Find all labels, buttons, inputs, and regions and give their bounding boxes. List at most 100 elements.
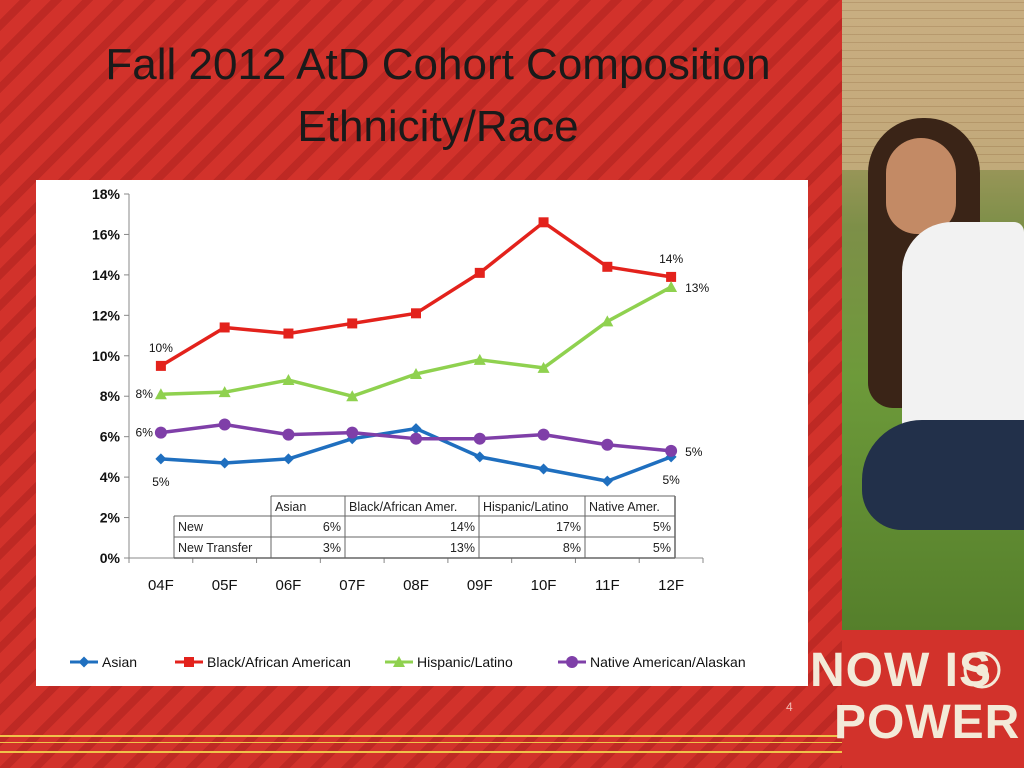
legend-label: Native American/Alaskan (590, 654, 746, 670)
data-label: 13% (685, 281, 709, 295)
y-tick-label: 12% (92, 307, 121, 323)
legend-item: Asian (70, 654, 137, 670)
y-tick-label: 8% (100, 388, 121, 404)
table-cell: 6% (323, 520, 341, 534)
series-line (160, 285, 672, 398)
now-is-power-logo: NOW IS POWER (810, 640, 1019, 760)
table-cell: 8% (563, 541, 581, 555)
data-label: 8% (136, 387, 154, 401)
student-photo (842, 0, 1024, 630)
table-cell: 3% (323, 541, 341, 555)
sun-icon (963, 651, 1001, 689)
data-label: 14% (659, 252, 683, 266)
data-point (538, 463, 550, 475)
legend-item: Hispanic/Latino (385, 654, 513, 670)
annotations: 10% 8% 6% 5% 14% 13% 5% 5% (136, 252, 710, 489)
legend-item: Native American/Alaskan (558, 654, 746, 670)
data-point (665, 444, 678, 457)
y-tick-label: 2% (100, 510, 121, 526)
data-point (219, 457, 231, 469)
table-cell: 14% (450, 520, 475, 534)
table-header: Native Amer. (589, 500, 660, 514)
data-point (665, 281, 678, 293)
x-axis: 04F 05F 06F 07F 08F 09F 10F 11F 12F (128, 557, 704, 594)
series-3 (154, 418, 678, 457)
data-point (473, 353, 486, 365)
data-point (218, 418, 231, 431)
x-tick-label: 11F (595, 577, 620, 594)
x-tick-label: 05F (212, 577, 238, 594)
page-number: 4 (786, 700, 793, 714)
data-point (410, 432, 422, 445)
data-point (154, 426, 167, 439)
data-label: 5% (152, 475, 170, 489)
title-line-2: Ethnicity/Race (297, 102, 579, 151)
series-0 (155, 423, 677, 487)
logo-line-1: NOW IS (810, 644, 992, 697)
y-tick-label: 0% (100, 550, 121, 566)
table-cell: 5% (653, 520, 671, 534)
data-label: 10% (149, 341, 173, 355)
data-point (473, 432, 486, 445)
data-point (538, 217, 549, 228)
line-chart: 0% 2% 4% 6% 8% 10% 12% 14% 16% 18% 04F 05F 06F 07F 08… (70, 186, 746, 670)
data-point (537, 428, 550, 441)
table-row-label: New (178, 520, 204, 534)
data-point (666, 271, 677, 282)
legend: Asian Black/African American Hispanic/Lati… (70, 654, 746, 670)
y-tick-label: 14% (92, 267, 121, 283)
data-point (155, 453, 167, 465)
title-line-1: Fall 2012 AtD Cohort Composition (105, 40, 771, 89)
x-tick-label: 04F (148, 577, 174, 594)
data-point (282, 428, 295, 441)
legend-label: Asian (102, 654, 137, 670)
series-line (159, 220, 672, 368)
y-tick-label: 6% (100, 429, 121, 445)
data-point (282, 374, 295, 386)
table-row-label: New Transfer (178, 541, 252, 555)
legend-marker (78, 656, 90, 668)
x-tick-label: 09F (467, 577, 493, 594)
table-header: Asian (275, 500, 306, 514)
chart-container: 0% 2% 4% 6% 8% 10% 12% 14% 16% 18% 04F 05F 06F 07F 08… (36, 180, 808, 686)
data-point (218, 386, 231, 398)
legend-label: Hispanic/Latino (417, 654, 513, 670)
data-label: 5% (662, 473, 680, 487)
data-point (411, 308, 421, 319)
table-header: Hispanic/Latino (483, 500, 569, 514)
y-tick-label: 10% (92, 348, 121, 364)
data-point (410, 423, 422, 435)
data-label: 6% (136, 426, 154, 440)
data-point (601, 438, 614, 451)
series-2 (154, 281, 678, 402)
legend-marker (393, 656, 405, 667)
y-tick-label: 18% (92, 186, 121, 202)
table-header: Black/African Amer. (349, 500, 457, 514)
data-point (346, 390, 359, 402)
y-axis: 0% 2% 4% 6% 8% 10% 12% 14% 16% 18% (92, 186, 130, 566)
data-point (601, 315, 614, 327)
x-tick-label: 10F (531, 577, 557, 594)
decorative-lines (0, 735, 842, 753)
legend-marker (566, 656, 578, 668)
slide-title: Fall 2012 AtD Cohort Composition Ethnici… (20, 34, 856, 158)
data-label: 5% (685, 445, 703, 459)
data-point (474, 267, 485, 278)
data-point (347, 318, 358, 329)
legend-marker (184, 657, 194, 667)
data-point (474, 451, 486, 463)
data-point (282, 453, 294, 465)
data-point (601, 475, 613, 487)
legend-item: Black/African American (175, 654, 351, 670)
data-table: Asian Black/African Amer. Hispanic/Latino N… (173, 495, 676, 559)
data-point (219, 322, 230, 333)
x-tick-label: 07F (339, 577, 365, 594)
series-1 (155, 217, 677, 371)
table-cell: 5% (653, 541, 671, 555)
data-point (283, 328, 294, 339)
x-tick-label: 08F (403, 577, 429, 594)
x-tick-label: 06F (276, 577, 302, 594)
data-point (155, 360, 166, 371)
y-tick-label: 4% (100, 469, 121, 485)
table-cell: 17% (556, 520, 581, 534)
